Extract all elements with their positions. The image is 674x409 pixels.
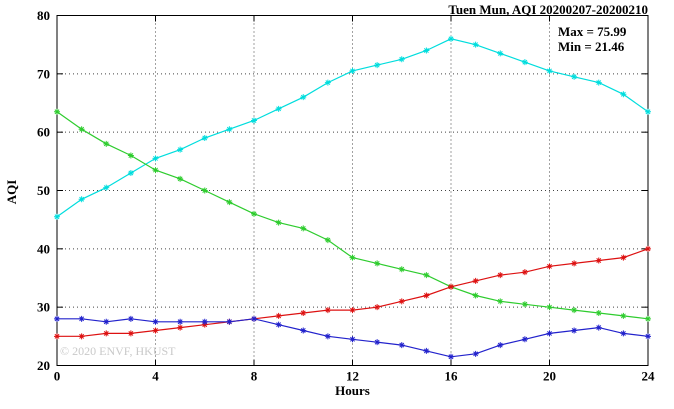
svg-text:0: 0 (54, 369, 61, 384)
watermark: © 2020 ENVF, HKUST (60, 344, 176, 358)
svg-text:40: 40 (37, 241, 50, 256)
max-min-annotation: Max = 75.99 Min = 21.46 (558, 24, 626, 54)
series-red-markers (54, 245, 651, 340)
svg-text:50: 50 (37, 183, 50, 198)
min-annotation: Min = 21.46 (558, 39, 625, 54)
svg-text:70: 70 (37, 66, 50, 81)
svg-text:80: 80 (37, 8, 50, 23)
y-axis-label: AQI (4, 179, 19, 205)
series-red (54, 245, 651, 340)
svg-text:30: 30 (37, 300, 50, 315)
svg-text:20: 20 (543, 369, 556, 384)
svg-text:20: 20 (37, 358, 50, 373)
series-cyan (54, 35, 651, 220)
svg-text:60: 60 (37, 125, 50, 140)
chart-title: Tuen Mun, AQI 20200207-20200210 (448, 2, 648, 17)
series-cyan-markers (54, 35, 651, 220)
series-green (54, 108, 651, 322)
y-tick-labels: 20 30 40 50 60 70 80 (37, 8, 50, 373)
plot-border (56, 15, 649, 366)
svg-text:12: 12 (346, 369, 359, 384)
series-green-markers (54, 108, 651, 322)
svg-text:8: 8 (251, 369, 258, 384)
svg-text:16: 16 (445, 369, 459, 384)
max-annotation: Max = 75.99 (558, 24, 627, 39)
series-red-line (57, 248, 649, 337)
series-blue-markers (54, 315, 651, 360)
svg-text:24: 24 (642, 369, 656, 384)
x-tick-labels: 0 4 8 12 16 20 24 (54, 369, 655, 384)
series-blue (54, 315, 651, 360)
svg-text:4: 4 (152, 369, 159, 384)
x-axis-label: Hours (335, 383, 370, 398)
